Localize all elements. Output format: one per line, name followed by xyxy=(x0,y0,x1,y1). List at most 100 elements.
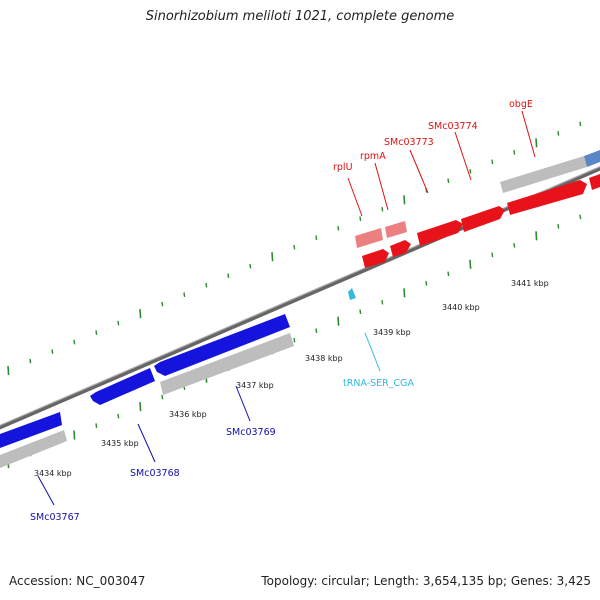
guide-tick xyxy=(491,159,494,165)
guide-tick xyxy=(161,301,164,307)
genome-summary-text: Topology: circular; Length: 3,654,135 bp… xyxy=(261,574,591,588)
gene-band-rplU xyxy=(355,228,383,248)
guide-tick xyxy=(381,299,384,305)
gene-label-SMc03767: SMc03767 xyxy=(30,512,80,523)
gene-leader-lines xyxy=(37,110,536,506)
guide-tick xyxy=(249,263,252,269)
guide-tick xyxy=(117,413,120,419)
leader-rplU xyxy=(347,177,363,217)
scale-label-3437: 3437 kbp xyxy=(236,381,274,390)
cds-obgE xyxy=(507,180,587,215)
gene-label-rplU: rplU xyxy=(333,162,353,173)
cds-SMc03767 xyxy=(0,412,62,448)
gene-band-SMc03767 xyxy=(0,430,67,468)
gene-label-SMc03768: SMc03768 xyxy=(130,468,180,479)
leader-SMc03768 xyxy=(137,423,156,463)
gene-label-tRNA-SER_CGA: tRNA-SER_CGA xyxy=(343,378,415,389)
accession-text: Accession: NC_003047 xyxy=(9,574,146,588)
guide-tick xyxy=(117,320,120,326)
cds-rplU xyxy=(362,249,389,268)
cds-SMc03774 xyxy=(461,206,505,232)
dotted-guide-lines xyxy=(7,121,582,469)
gene-label-SMc03774: SMc03774 xyxy=(428,121,478,132)
scale-label-3441: 3441 kbp xyxy=(511,279,549,288)
map-title: Sinorhizobium meliloti 1021, complete ge… xyxy=(145,9,455,24)
guide-tick xyxy=(359,216,362,222)
leader-SMc03774 xyxy=(454,131,472,181)
gene-band-blue-edge xyxy=(584,150,600,167)
guide-tick xyxy=(95,330,98,335)
guide-tick xyxy=(513,150,516,155)
reverse-gene-bands xyxy=(0,333,294,468)
guide-tick xyxy=(579,121,582,127)
guide-tick xyxy=(293,337,296,343)
scale-label-3435: 3435 kbp xyxy=(101,439,139,448)
leader-SMc03769 xyxy=(235,385,251,422)
guide-tick xyxy=(557,224,560,229)
guide-tick xyxy=(73,339,76,345)
gene-band-obgE xyxy=(500,156,587,193)
guide-tick xyxy=(381,206,384,212)
guide-tick xyxy=(447,271,450,277)
guide-tick xyxy=(403,195,406,205)
guide-tick xyxy=(7,365,10,376)
guide-tick xyxy=(535,138,538,148)
leader-tRNA-SER_CGA xyxy=(364,332,381,372)
guide-tick xyxy=(183,292,186,297)
leader-rpmA xyxy=(374,162,389,211)
guide-tick xyxy=(293,244,296,250)
leader-SMc03767 xyxy=(37,475,55,506)
scale-label-3438: 3438 kbp xyxy=(305,354,343,363)
gene-band-SMc03769 xyxy=(160,333,294,395)
forward-gene-bands xyxy=(355,150,600,248)
trna-marker xyxy=(348,288,356,300)
gene-label-rpmA: rpmA xyxy=(360,151,386,162)
scale-label-3434: 3434 kbp xyxy=(34,469,72,478)
scale-label-3439: 3439 kbp xyxy=(373,328,411,337)
guide-tick xyxy=(469,169,472,174)
guide-tick xyxy=(337,316,340,326)
genome-backbone xyxy=(0,166,600,430)
cds-SMc03769 xyxy=(154,314,290,376)
cds-next xyxy=(589,174,600,190)
guide-tick xyxy=(579,214,582,220)
guide-tick xyxy=(227,273,230,278)
scale-label-3440: 3440 kbp xyxy=(442,303,480,312)
gene-label-obgE: obgE xyxy=(509,99,533,110)
guide-tick xyxy=(315,328,318,334)
guide-tick xyxy=(139,402,142,412)
scale-label-3436: 3436 kbp xyxy=(169,410,207,419)
guide-tick xyxy=(95,423,98,428)
gene-label-SMc03773: SMc03773 xyxy=(384,137,434,148)
forward-cds-arrows xyxy=(362,174,600,268)
guide-tick xyxy=(425,280,428,286)
leader-obgE xyxy=(521,110,536,158)
guide-tick xyxy=(403,288,406,298)
guide-tick xyxy=(491,252,494,258)
guide-tick xyxy=(51,349,54,354)
guide-tick xyxy=(139,309,142,319)
gene-band-rpmA xyxy=(385,221,407,238)
cds-SMc03773 xyxy=(417,220,463,246)
gene-labels: rplU rpmA SMc03773 SMc03774 obgE SMc0376… xyxy=(30,99,533,523)
cds-rpmA xyxy=(390,240,411,257)
cds-SMc03768 xyxy=(90,368,155,405)
guide-tick xyxy=(73,430,76,440)
guide-tick xyxy=(469,259,472,269)
guide-tick xyxy=(315,235,318,241)
guide-tick xyxy=(513,243,516,248)
guide-tick xyxy=(359,309,362,315)
guide-tick xyxy=(161,394,164,400)
guide-tick xyxy=(271,252,274,262)
genome-backbone-highlight xyxy=(0,165,600,427)
gene-label-SMc03769: SMc03769 xyxy=(226,427,276,438)
guide-tick xyxy=(337,225,340,231)
guide-tick xyxy=(557,131,560,136)
leader-SMc03773 xyxy=(409,149,429,194)
guide-tick xyxy=(29,358,32,364)
guide-tick xyxy=(535,231,538,241)
guide-tick xyxy=(447,178,450,184)
scale-labels: 3434 kbp 3435 kbp 3436 kbp 3437 kbp 3438… xyxy=(34,279,549,478)
